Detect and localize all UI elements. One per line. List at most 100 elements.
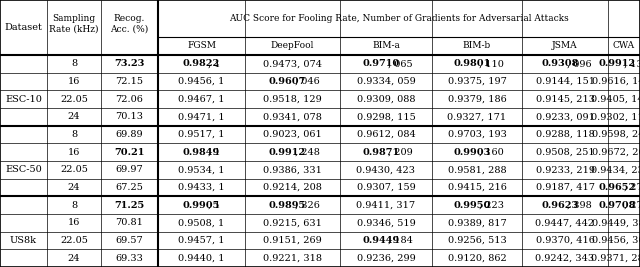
Text: ESC-10: ESC-10: [5, 95, 42, 104]
Text: 0.9534, 1: 0.9534, 1: [179, 165, 225, 174]
Text: 0.9433, 1: 0.9433, 1: [178, 183, 225, 192]
Text: 0.9233, 091: 0.9233, 091: [536, 112, 595, 121]
Text: 0.9905: 0.9905: [182, 201, 220, 210]
Text: 0.9508, 251: 0.9508, 251: [536, 148, 595, 157]
Text: 16: 16: [68, 77, 80, 86]
Text: 70.21: 70.21: [115, 148, 145, 157]
Text: 0.9518, 129: 0.9518, 129: [263, 95, 322, 104]
Text: 0.9895: 0.9895: [269, 201, 306, 210]
Text: , 065: , 065: [388, 59, 413, 68]
Text: , 326: , 326: [294, 201, 319, 210]
Text: , 1346: , 1346: [624, 59, 640, 68]
Text: 0.9607: 0.9607: [269, 77, 306, 86]
Text: , 1: , 1: [208, 148, 220, 157]
Text: DeepFool: DeepFool: [271, 41, 314, 50]
Text: 0.9672, 2639: 0.9672, 2639: [591, 148, 640, 157]
Text: 0.9801: 0.9801: [453, 59, 491, 68]
Text: 0.9309, 088: 0.9309, 088: [356, 95, 415, 104]
Text: FGSM: FGSM: [187, 41, 216, 50]
Text: 22.05: 22.05: [60, 165, 88, 174]
Text: 0.9652: 0.9652: [598, 183, 636, 192]
Text: 0.9236, 299: 0.9236, 299: [356, 254, 415, 263]
Text: 0.9151, 269: 0.9151, 269: [263, 236, 322, 245]
Text: 0.9471, 1: 0.9471, 1: [178, 112, 225, 121]
Text: 0.9371, 2816: 0.9371, 2816: [591, 254, 640, 263]
Text: 0.9187, 417: 0.9187, 417: [536, 183, 595, 192]
Text: Dataset: Dataset: [4, 23, 42, 32]
Text: 70.13: 70.13: [115, 112, 143, 121]
Text: 0.9581, 288: 0.9581, 288: [448, 165, 506, 174]
Text: 0.9307, 159: 0.9307, 159: [356, 183, 415, 192]
Text: 0.9389, 817: 0.9389, 817: [447, 218, 506, 227]
Text: 0.9298, 115: 0.9298, 115: [356, 112, 415, 121]
Text: 0.9375, 197: 0.9375, 197: [447, 77, 506, 86]
Text: US8k: US8k: [10, 236, 37, 245]
Text: 0.9144, 151: 0.9144, 151: [536, 77, 595, 86]
Text: 72.06: 72.06: [116, 95, 143, 104]
Text: AUC Score for Fooling Rate, Number of Gradients for Adversarial Attacks: AUC Score for Fooling Rate, Number of Gr…: [229, 14, 569, 23]
Text: JSMA: JSMA: [552, 41, 578, 50]
Text: 0.9473, 074: 0.9473, 074: [263, 59, 322, 68]
Text: 0.9221, 318: 0.9221, 318: [263, 254, 322, 263]
Text: 0.9415, 216: 0.9415, 216: [447, 183, 506, 192]
Text: ESC-50: ESC-50: [5, 165, 42, 174]
Text: 0.9120, 862: 0.9120, 862: [447, 254, 506, 263]
Text: 0.9457, 1: 0.9457, 1: [179, 236, 225, 245]
Text: , 2791: , 2791: [624, 201, 640, 210]
Text: 22.05: 22.05: [60, 236, 88, 245]
Text: 0.9214, 208: 0.9214, 208: [263, 183, 322, 192]
Text: 0.9288, 118: 0.9288, 118: [536, 130, 595, 139]
Text: 0.9386, 331: 0.9386, 331: [263, 165, 322, 174]
Text: 0.9023, 061: 0.9023, 061: [263, 130, 322, 139]
Text: 71.25: 71.25: [115, 201, 145, 210]
Text: , 110: , 110: [479, 59, 504, 68]
Text: 72.15: 72.15: [115, 77, 143, 86]
Text: 67.25: 67.25: [116, 183, 143, 192]
Text: 70.81: 70.81: [116, 218, 143, 227]
Text: 0.9449: 0.9449: [362, 236, 399, 245]
Text: , 184: , 184: [388, 236, 413, 245]
Text: 8: 8: [71, 201, 77, 210]
Text: , 223: , 223: [479, 201, 504, 210]
Text: CWA: CWA: [613, 41, 635, 50]
Text: , 2744: , 2744: [624, 183, 640, 192]
Text: 0.9508, 1: 0.9508, 1: [179, 218, 225, 227]
Text: 0.9871: 0.9871: [362, 148, 399, 157]
Text: 0.9233, 219: 0.9233, 219: [536, 165, 595, 174]
Text: 0.9912: 0.9912: [598, 59, 636, 68]
Text: 0.9430, 423: 0.9430, 423: [356, 165, 415, 174]
Text: 24: 24: [68, 183, 80, 192]
Text: 0.9710: 0.9710: [362, 59, 399, 68]
Text: 0.9616, 1435: 0.9616, 1435: [591, 77, 640, 86]
Text: , 160: , 160: [479, 148, 504, 157]
Text: 0.9517, 1: 0.9517, 1: [179, 130, 225, 139]
Text: 0.9440, 1: 0.9440, 1: [179, 254, 225, 263]
Text: , 1: , 1: [208, 59, 220, 68]
Text: 69.33: 69.33: [116, 254, 143, 263]
Text: 0.9467, 1: 0.9467, 1: [179, 95, 225, 104]
Text: 0.9411, 317: 0.9411, 317: [356, 201, 415, 210]
Text: BIM-a: BIM-a: [372, 41, 400, 50]
Text: 0.9623: 0.9623: [541, 201, 579, 210]
Text: 0.9434, 2318: 0.9434, 2318: [591, 165, 640, 174]
Text: 0.9242, 343: 0.9242, 343: [536, 254, 595, 263]
Text: 0.9912: 0.9912: [269, 148, 306, 157]
Text: 0.9447, 442: 0.9447, 442: [536, 218, 595, 227]
Text: 0.9456, 3015: 0.9456, 3015: [591, 236, 640, 245]
Text: 0.9379, 186: 0.9379, 186: [447, 95, 506, 104]
Text: 0.9327, 171: 0.9327, 171: [447, 112, 507, 121]
Text: 0.9456, 1: 0.9456, 1: [179, 77, 225, 86]
Text: 22.05: 22.05: [60, 95, 88, 104]
Text: 0.9370, 416: 0.9370, 416: [536, 236, 595, 245]
Text: 24: 24: [68, 254, 80, 263]
Text: BIM-b: BIM-b: [463, 41, 491, 50]
Text: 0.9341, 078: 0.9341, 078: [263, 112, 322, 121]
Text: 0.9703, 193: 0.9703, 193: [447, 130, 506, 139]
Text: , 046: , 046: [294, 77, 319, 86]
Text: 0.9612, 084: 0.9612, 084: [356, 130, 415, 139]
Text: 0.9598, 2418: 0.9598, 2418: [591, 130, 640, 139]
Text: 0.9449, 3805: 0.9449, 3805: [591, 218, 640, 227]
Text: 8: 8: [71, 59, 77, 68]
Text: , 398: , 398: [567, 201, 592, 210]
Text: 0.9849: 0.9849: [182, 148, 220, 157]
